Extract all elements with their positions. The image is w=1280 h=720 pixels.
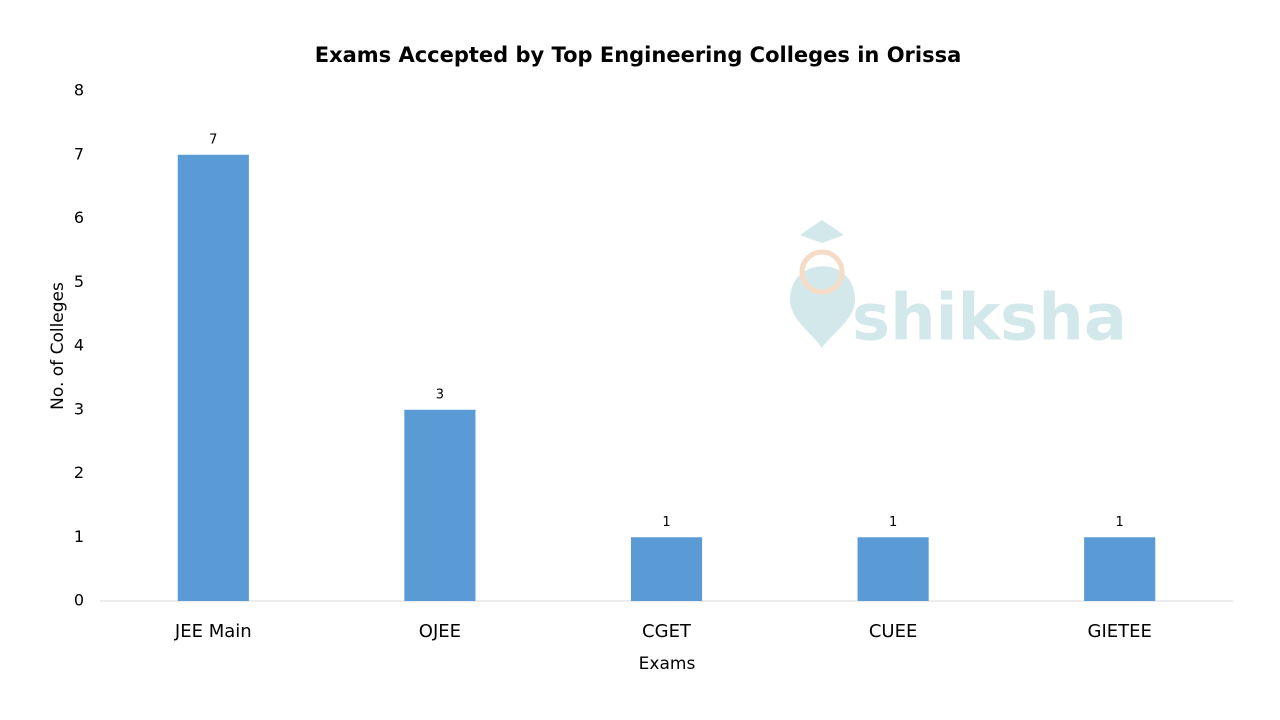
y-tick-label: 2 (74, 463, 84, 482)
x-tick-label: JEE Main (174, 621, 252, 642)
y-tick-label: 1 (74, 527, 84, 546)
x-tick-label: GIETEE (1088, 621, 1152, 642)
value-label: 3 (436, 387, 444, 402)
y-tick-label: 3 (74, 399, 84, 418)
bar (1084, 537, 1156, 601)
value-label: 1 (889, 515, 897, 530)
chart-title: Exams Accepted by Top Engineering Colleg… (315, 43, 962, 67)
y-tick-label: 4 (74, 336, 84, 355)
bar (630, 537, 703, 601)
y-axis-title: No. of Colleges (48, 282, 68, 410)
watermark: shiksha (852, 282, 1127, 356)
x-axis-title: Exams (639, 654, 696, 674)
value-label: 1 (1116, 515, 1124, 530)
y-tick-label: 0 (74, 591, 84, 610)
y-tick-label: 6 (74, 208, 84, 227)
x-tick-label: OJEE (419, 621, 461, 642)
value-label: 1 (662, 515, 670, 530)
x-tick-label: CGET (642, 621, 692, 642)
y-tick-label: 8 (74, 81, 84, 100)
value-label: 7 (209, 132, 217, 147)
y-tick-label: 5 (74, 272, 84, 291)
y-tick-label: 7 (74, 144, 84, 163)
watermark-logo (790, 220, 855, 348)
bar (404, 409, 476, 601)
x-tick-label: CUEE (869, 621, 918, 642)
bar (857, 537, 929, 601)
bar (177, 154, 249, 601)
